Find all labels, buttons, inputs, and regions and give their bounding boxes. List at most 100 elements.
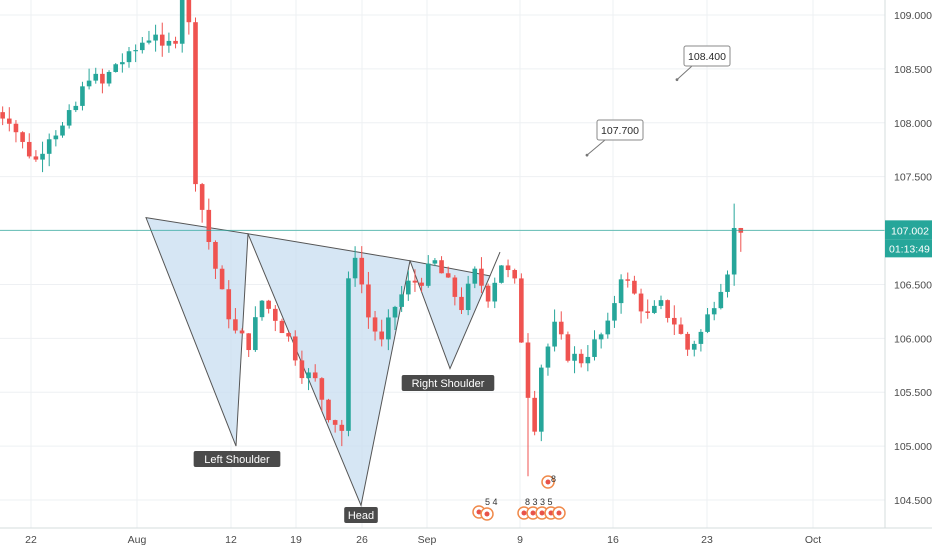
candle-body [346, 278, 351, 431]
candle-body [93, 73, 99, 81]
candle [386, 309, 391, 351]
y-tick-label: 106.500 [894, 279, 932, 291]
candle-body [299, 360, 305, 379]
price-countdown: 01:13:49 [889, 243, 930, 255]
candle-body [552, 321, 557, 347]
candle-body [366, 284, 371, 318]
candle-body [618, 279, 624, 304]
candle-body [419, 282, 424, 286]
candle [46, 133, 52, 167]
candle [319, 377, 325, 412]
target-107700-anchor [585, 153, 589, 157]
candle [685, 331, 690, 356]
neckline-extension[interactable] [489, 251, 501, 277]
candle-body [239, 330, 245, 334]
candle [472, 266, 478, 289]
candle [691, 340, 697, 357]
candle-body [665, 300, 670, 318]
event-icon-dot [539, 510, 545, 516]
candle [259, 300, 265, 321]
price-axis[interactable]: 104.500 105.000 105.500 106.000 106.500 107.5… [884, 0, 932, 528]
candle [7, 107, 12, 132]
x-tick-label: Aug [128, 534, 147, 546]
candle-body [558, 321, 564, 335]
candle-body [246, 333, 251, 351]
candle [279, 318, 285, 334]
event-icon[interactable] [480, 507, 494, 521]
left-shoulder-triangle[interactable] [145, 216, 249, 447]
economic-events[interactable]: 5 4 8 3 3 5 8 [472, 474, 566, 521]
candle-body [339, 424, 345, 431]
candle-body [452, 277, 458, 297]
candle-body [253, 317, 258, 351]
candle [419, 277, 424, 292]
candle-body [73, 105, 79, 111]
candle-body [193, 22, 198, 185]
candle [273, 305, 278, 332]
candle [372, 310, 378, 341]
head-label-text: Head [348, 510, 374, 522]
candle-body [266, 300, 271, 309]
candle-body [159, 34, 165, 46]
candle-body [352, 257, 358, 279]
left-shoulder-label-bg [193, 451, 281, 467]
candle-body [406, 280, 411, 295]
candle-body [153, 34, 158, 41]
event-label: 5 4 [485, 497, 498, 507]
candle [638, 288, 644, 324]
candle [552, 309, 557, 352]
candle [425, 255, 431, 288]
candle [718, 283, 724, 310]
candle [40, 141, 45, 173]
candle-body [120, 62, 125, 65]
target-108400[interactable]: 108.400 [675, 45, 731, 82]
right-shoulder-label-text: Right Shoulder [412, 378, 485, 390]
candle-body [319, 378, 325, 400]
candle [705, 307, 710, 334]
candle-body [512, 270, 517, 279]
candle-body [545, 346, 551, 368]
target-107700[interactable]: 107.700 [585, 119, 644, 157]
candle-body [273, 308, 278, 321]
right-shoulder-label-bg [401, 375, 495, 391]
target-108400-leader [676, 65, 693, 81]
candle [346, 271, 351, 437]
candle-body [652, 305, 657, 313]
candle-body [479, 268, 484, 286]
candle-body [106, 71, 112, 84]
candle-body [372, 317, 378, 332]
event-icon-dot [530, 510, 536, 516]
y-tick-label: 106.000 [894, 333, 932, 345]
candle-body [26, 141, 32, 157]
candle-body [20, 132, 25, 142]
candle [598, 332, 604, 349]
candle-body [632, 280, 637, 294]
candle [339, 419, 345, 447]
candle [519, 273, 524, 343]
candle-body [698, 331, 704, 344]
candle [199, 182, 205, 223]
event-icon-dot [556, 510, 562, 516]
candle [432, 258, 438, 267]
candle [233, 308, 238, 334]
candle-body [678, 324, 684, 334]
candle-body [605, 320, 611, 335]
candle [326, 398, 331, 423]
y-tick-label: 107.500 [894, 172, 932, 184]
x-tick-label: 16 [607, 534, 619, 546]
candle [126, 47, 132, 68]
event-icon[interactable] [552, 506, 566, 520]
candle-body [725, 274, 730, 292]
candle-body [279, 320, 285, 334]
candle-body [672, 317, 677, 325]
event-icon[interactable] [541, 475, 555, 489]
time-axis[interactable]: 22 Aug 12 19 26 Sep 9 16 23 Oct [0, 527, 932, 550]
candle-body [292, 336, 298, 361]
event-icon-dot [548, 510, 554, 516]
target-107700-box [596, 119, 644, 141]
candle [100, 68, 105, 94]
candle [106, 70, 112, 87]
candle [153, 24, 158, 52]
candle [73, 101, 79, 113]
